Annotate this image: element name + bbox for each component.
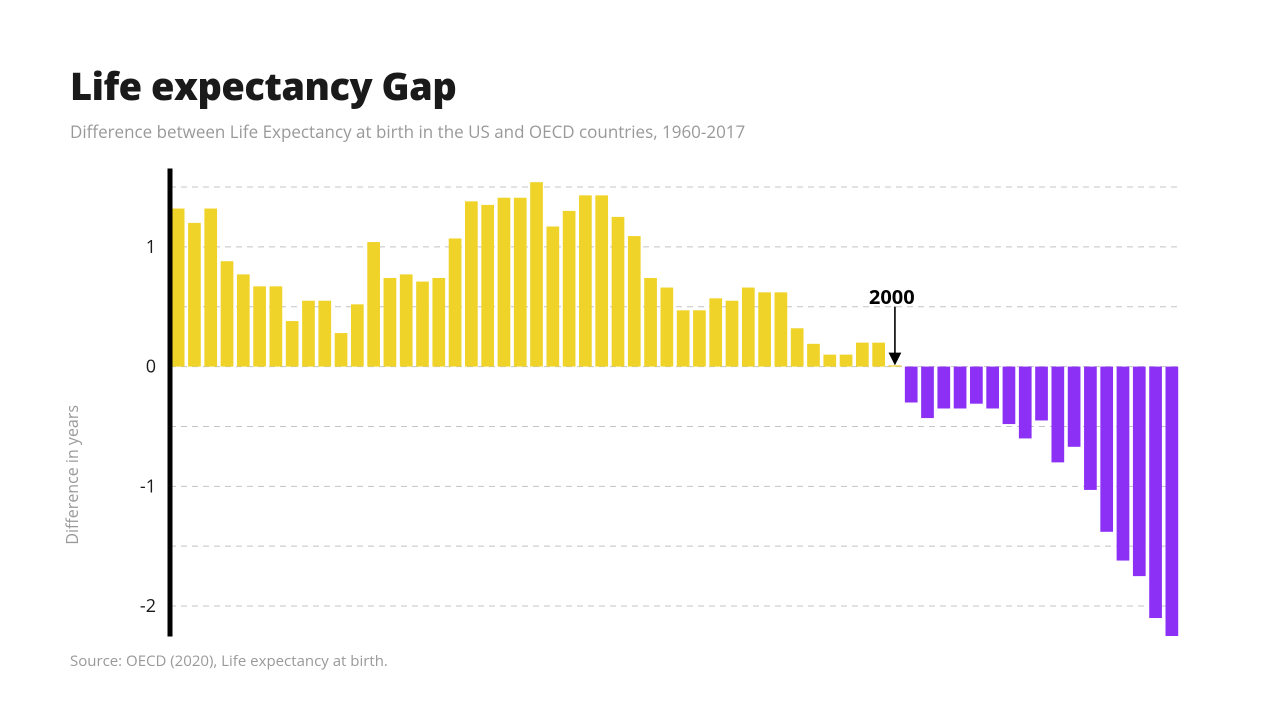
- annotation-label: 2000: [869, 283, 915, 310]
- chart-subtitle: Difference between Life Expectancy at bi…: [70, 120, 1210, 143]
- svg-text:-1: -1: [140, 474, 156, 498]
- svg-text:0: 0: [146, 355, 156, 379]
- bar-chart: 1 0 -1 -2: [80, 165, 1190, 645]
- source-text: Source: OECD (2020), Life expectancy at …: [70, 651, 1210, 671]
- svg-text:1: 1: [146, 235, 156, 259]
- chart-title: Life expectancy Gap: [70, 60, 1210, 112]
- svg-text:-2: -2: [140, 594, 156, 618]
- chart-area: Difference in years 10-1-2 2000: [80, 165, 1190, 645]
